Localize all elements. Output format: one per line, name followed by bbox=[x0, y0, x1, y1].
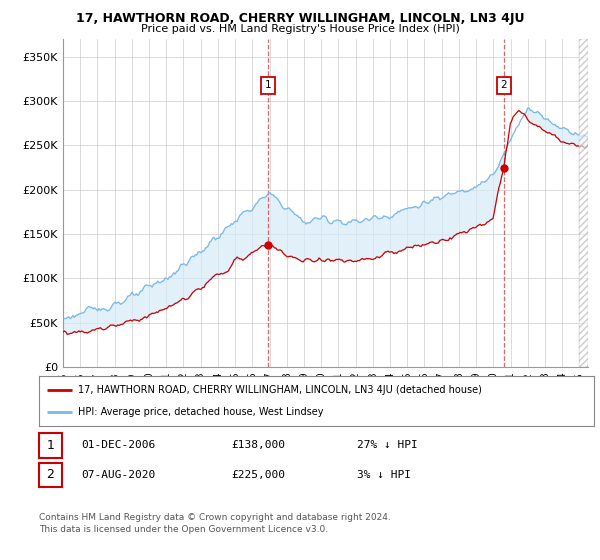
Text: 2: 2 bbox=[46, 468, 55, 482]
Text: HPI: Average price, detached house, West Lindsey: HPI: Average price, detached house, West… bbox=[78, 407, 323, 417]
Text: £138,000: £138,000 bbox=[231, 440, 285, 450]
Text: 17, HAWTHORN ROAD, CHERRY WILLINGHAM, LINCOLN, LN3 4JU: 17, HAWTHORN ROAD, CHERRY WILLINGHAM, LI… bbox=[76, 12, 524, 25]
Text: Contains HM Land Registry data © Crown copyright and database right 2024.: Contains HM Land Registry data © Crown c… bbox=[39, 514, 391, 522]
Text: Price paid vs. HM Land Registry's House Price Index (HPI): Price paid vs. HM Land Registry's House … bbox=[140, 24, 460, 34]
Text: 2: 2 bbox=[500, 80, 507, 90]
Text: 3% ↓ HPI: 3% ↓ HPI bbox=[357, 470, 411, 480]
Text: 01-DEC-2006: 01-DEC-2006 bbox=[81, 440, 155, 450]
Text: 27% ↓ HPI: 27% ↓ HPI bbox=[357, 440, 418, 450]
Text: £225,000: £225,000 bbox=[231, 470, 285, 480]
Text: 17, HAWTHORN ROAD, CHERRY WILLINGHAM, LINCOLN, LN3 4JU (detached house): 17, HAWTHORN ROAD, CHERRY WILLINGHAM, LI… bbox=[78, 385, 482, 395]
Text: 07-AUG-2020: 07-AUG-2020 bbox=[81, 470, 155, 480]
Text: 1: 1 bbox=[265, 80, 271, 90]
Text: This data is licensed under the Open Government Licence v3.0.: This data is licensed under the Open Gov… bbox=[39, 525, 328, 534]
Text: 1: 1 bbox=[46, 438, 55, 452]
